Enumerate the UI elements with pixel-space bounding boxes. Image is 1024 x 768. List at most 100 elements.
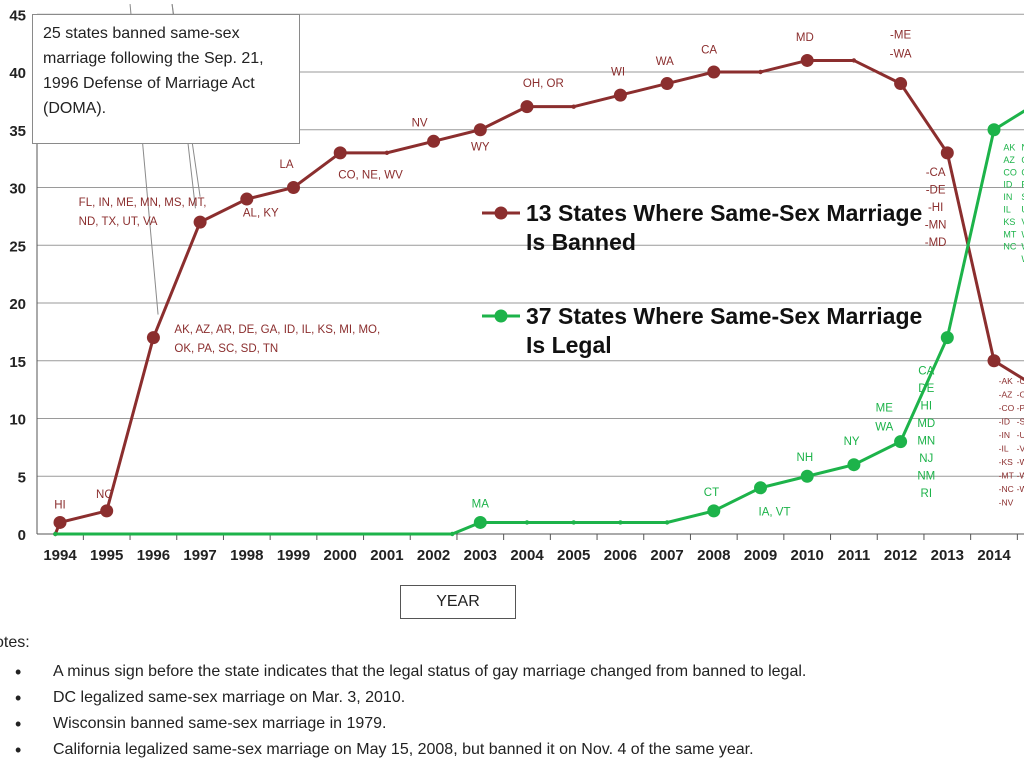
state-list-item: IN xyxy=(1003,192,1012,202)
data-label: OH, OR xyxy=(523,78,564,90)
data-label-line: MA xyxy=(472,498,490,510)
state-list-item: -ID xyxy=(999,416,1010,426)
state-list-item: -PA xyxy=(1017,403,1024,413)
data-point xyxy=(473,123,487,137)
data-label-line: MD xyxy=(917,418,935,430)
data-point xyxy=(940,146,954,160)
data-label-line: NM xyxy=(917,471,935,483)
data-label-line: MD xyxy=(796,32,814,44)
data-label: HI xyxy=(54,500,66,512)
state-list-item: -AZ xyxy=(999,389,1013,399)
note-item: Wisconsin banned same-sex marriage in 19… xyxy=(0,712,806,738)
state-list-item: AZ xyxy=(1003,155,1015,165)
data-label: -CA -DE -HI -MN -MD xyxy=(925,167,947,249)
data-label: MA xyxy=(472,498,490,510)
y-tick-label: 0 xyxy=(18,527,26,544)
data-label: NV xyxy=(412,117,428,129)
x-tick-label: 2014 xyxy=(977,547,1011,564)
state-list-item: ID xyxy=(1003,180,1013,190)
x-tick-label: 2000 xyxy=(324,547,357,564)
data-point xyxy=(53,515,67,529)
state-list-item: -AK xyxy=(999,376,1014,386)
data-point xyxy=(193,215,207,229)
data-point xyxy=(520,100,534,114)
data-label-line: -ME xyxy=(890,30,911,42)
data-point xyxy=(613,88,627,102)
data-point-minor xyxy=(618,520,623,525)
state-list-item: -OR xyxy=(1017,389,1024,399)
data-point xyxy=(847,458,861,472)
x-tick-label: 2003 xyxy=(464,547,497,564)
y-tick-label: 5 xyxy=(18,469,26,486)
legend-label-line: Is Banned xyxy=(526,229,636,255)
x-tick-label: 2012 xyxy=(884,547,917,564)
legend-label: 37 States Where Same-Sex Marriage Is Lega… xyxy=(526,303,922,358)
state-list-item: VA xyxy=(1021,217,1024,227)
state-list-item: NC xyxy=(1003,242,1016,252)
state-list-item: WY xyxy=(1021,254,1024,264)
data-label-line: HI xyxy=(54,500,66,512)
series-markers xyxy=(53,53,1001,537)
state-list-item: WI xyxy=(1021,242,1024,252)
state-list-item: CO xyxy=(1003,167,1017,177)
state-list-item: -MT xyxy=(999,470,1014,480)
x-tick-label: 1994 xyxy=(43,547,77,564)
data-label: FL, IN, ME, MN, MS, MT, ND, TX, UT, VA xyxy=(79,197,207,228)
state-list-item: -KS xyxy=(999,457,1014,467)
notes-list: A minus sign before the state indicates … xyxy=(0,660,806,764)
state-list-item: -IL xyxy=(999,443,1009,453)
data-point xyxy=(800,469,814,483)
state-list-item: OK xyxy=(1021,155,1024,165)
data-point xyxy=(427,134,441,148)
x-tick-label: 2005 xyxy=(557,547,590,564)
x-tick-label: 2001 xyxy=(370,547,403,564)
state-list-item: NV xyxy=(1021,143,1024,153)
y-tick-label: 15 xyxy=(9,354,26,371)
state-list-item: IL xyxy=(1003,205,1011,215)
state-list-item: -IN xyxy=(999,430,1010,440)
data-label-line: ME xyxy=(876,403,894,415)
note-item: A minus sign before the state indicates … xyxy=(0,660,806,686)
x-tick-label: 1999 xyxy=(277,547,310,564)
data-label: NY xyxy=(844,436,860,448)
data-label-line: LA xyxy=(279,159,293,171)
data-label: AK, AZ, AR, DE, GA, ID, IL, KS, MI, MO, O… xyxy=(174,324,380,355)
data-label-line: NY xyxy=(844,436,860,448)
data-point xyxy=(333,146,347,160)
x-tick-label: 2004 xyxy=(510,547,544,564)
data-label-line: -WA xyxy=(890,49,912,61)
state-list: -AK -AZ -CO -ID -IN -IL -KS -MT -NC -NV xyxy=(999,376,1015,508)
data-point xyxy=(240,192,254,206)
data-point xyxy=(987,354,1001,368)
data-label-line: HI xyxy=(921,401,933,413)
data-label-line: NH xyxy=(797,452,814,464)
data-label-line: CA xyxy=(918,366,934,378)
x-tick-label: 2006 xyxy=(604,547,637,564)
state-list: AK AZ CO ID IN IL KS MT NC xyxy=(1003,143,1017,252)
state-list-item: -CO xyxy=(999,403,1015,413)
state-list-item: UT xyxy=(1021,205,1024,215)
x-tick-label: 1995 xyxy=(90,547,123,564)
data-label: WA xyxy=(656,56,674,68)
data-label-line: CO, NE, WV xyxy=(338,169,403,181)
state-list: NV OK OR PA SC UT VA WV WI WY xyxy=(1021,143,1024,265)
data-point xyxy=(987,123,1001,137)
state-list-item: AK xyxy=(1003,143,1015,153)
x-tick-label: 1997 xyxy=(183,547,216,564)
y-tick-label: 30 xyxy=(9,181,26,198)
legend-label-line: Is Legal xyxy=(526,332,612,358)
data-label-line: IA, VT xyxy=(759,507,791,519)
data-point xyxy=(707,65,721,79)
data-label-line: WA xyxy=(875,422,893,434)
data-point xyxy=(894,435,908,449)
legend-label: 13 States Where Same-Sex Marriage Is Bann… xyxy=(526,200,922,255)
y-tick-label: 25 xyxy=(9,238,26,255)
x-tick-label: 2011 xyxy=(838,547,871,564)
y-tick-label: 20 xyxy=(9,296,26,313)
x-tick-label: 2010 xyxy=(791,547,824,564)
state-list-item: -NV xyxy=(999,497,1014,507)
x-tick-label: 2009 xyxy=(744,547,777,564)
legend-label-line: 13 States Where Same-Sex Marriage xyxy=(526,200,922,226)
data-label: ME WA xyxy=(875,403,893,434)
legend-swatch-marker xyxy=(494,206,508,220)
